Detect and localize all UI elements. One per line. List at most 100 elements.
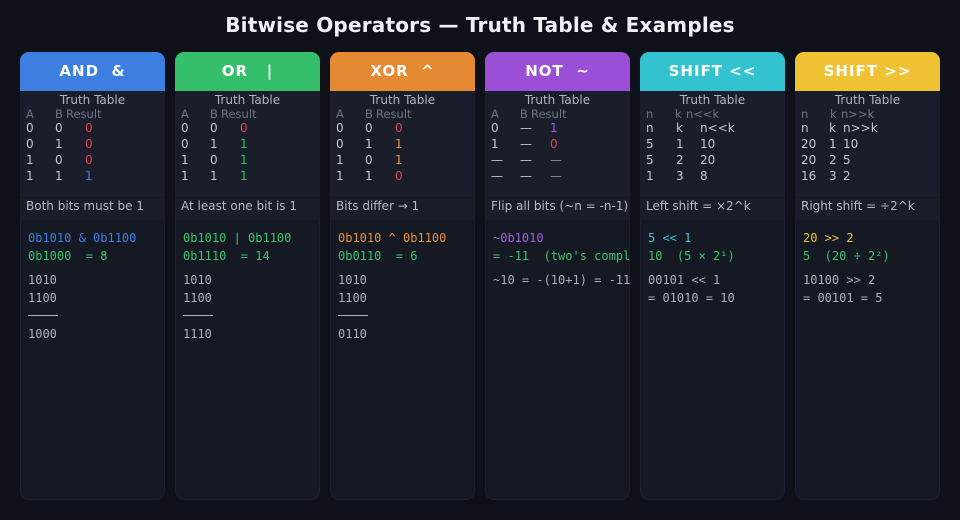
example-result: 5 (20 ÷ 2²) — [803, 249, 890, 263]
example-block: 0b1010 & 0b1100 0b1000 = 8 1010 1100 1000 — [20, 220, 165, 343]
truth-table-title: Truth Table — [679, 93, 746, 107]
column-header: A — [491, 107, 499, 121]
truth-table-row: 0 0 0 — [336, 120, 469, 136]
example-expression: 0b1010 & 0b1100 — [28, 231, 137, 245]
input-cell: — — [491, 169, 503, 183]
input-cell: 1 — [210, 137, 218, 151]
truth-table: Truth Table A B Result 0 — 1 1 — 0 — — — — — — — [485, 91, 630, 197]
binary-operand: 00101 << 1 — [648, 273, 721, 287]
result-cell: 2 — [843, 169, 851, 183]
truth-table: Truth Table A B Result 0 0 0 0 1 0 1 0 0 1 1 1 — [20, 91, 165, 197]
truth-table-header: n k n>>k — [801, 107, 934, 121]
operator-description: Bits differ → 1 — [330, 197, 475, 220]
result-cell: 1 — [395, 153, 403, 167]
input-cell: 1 — [336, 153, 344, 167]
column-header: Result — [531, 107, 567, 121]
result-cell: 1 — [240, 153, 248, 167]
example-expression: 20 >> 2 — [803, 231, 854, 245]
truth-table-row: 1 0 1 — [181, 152, 314, 168]
result-cell: 10 — [700, 137, 716, 151]
binary-operand: 1100 — [28, 291, 57, 305]
operator-description: At least one bit is 1 — [175, 197, 320, 220]
result-cell: 0 — [550, 137, 558, 151]
result-cell: n<<k — [700, 121, 735, 135]
input-cell: 20 — [801, 137, 817, 151]
input-cell: 1 — [491, 137, 499, 151]
input-cell: 1 — [55, 137, 63, 151]
example-result: = -11 (two's compl — [493, 249, 630, 263]
input-cell: 5 — [646, 153, 654, 167]
operator-panel: NOT ~ Truth Table A B Result 0 — 1 1 — 0 — — — — — — Flip… — [485, 52, 630, 500]
panel-header: SHIFT >> — [795, 52, 940, 91]
input-cell: n — [646, 121, 654, 135]
example-result: 0b1000 = 8 — [28, 249, 108, 263]
result-cell: 0 — [85, 153, 93, 167]
divider-line — [28, 315, 58, 316]
truth-table-title: Truth Table — [834, 93, 901, 107]
input-cell: k — [829, 121, 836, 135]
input-cell: k — [676, 121, 683, 135]
input-cell: 3 — [676, 169, 684, 183]
input-cell: 1 — [336, 169, 344, 183]
truth-table-row: 0 — 1 — [491, 120, 624, 136]
column-header: B — [210, 107, 218, 121]
example-block: 0b1010 ^ 0b1100 0b0110 = 6 1010 1100 0110 — [330, 220, 475, 343]
example-expression: 0b1010 ^ 0b1100 — [338, 231, 447, 245]
input-cell: 0 — [55, 121, 63, 135]
input-cell: 2 — [829, 153, 837, 167]
truth-table-title: Truth Table — [59, 93, 126, 107]
result-cell: 1 — [240, 137, 248, 151]
binary-result: 1000 — [28, 327, 57, 341]
example-block: ~0b1010 = -11 (two's compl ~10 = -(10+1) =… — [485, 220, 630, 289]
input-cell: 1 — [181, 169, 189, 183]
example-block: 5 << 1 10 (5 × 2¹) 00101 << 1 = 01010 = 10 — [640, 220, 785, 307]
input-cell: 0 — [26, 121, 34, 135]
example-result: 10 (5 × 2¹) — [648, 249, 735, 263]
column-header: A — [26, 107, 34, 121]
example-block: 0b1010 | 0b1100 0b1110 = 14 1010 1100 1110 — [175, 220, 320, 343]
example-expression: 5 << 1 — [648, 231, 692, 245]
column-header: Result — [376, 107, 412, 121]
input-cell: 16 — [801, 169, 817, 183]
operator-description: Left shift = ×2^k — [640, 197, 785, 220]
input-cell: 1 — [210, 169, 218, 183]
input-cell: 0 — [336, 137, 344, 151]
example-block: 20 >> 2 5 (20 ÷ 2²) 10100 >> 2 = 00101 = 5 — [795, 220, 940, 307]
truth-table-row: 1 1 1 — [181, 168, 314, 184]
binary-operand: 1100 — [183, 291, 212, 305]
operator-description: Flip all bits (~n = -n-1) — [485, 197, 630, 220]
result-cell: 1 — [395, 137, 403, 151]
input-cell: 0 — [181, 137, 189, 151]
truth-table-row: 0 1 1 — [181, 136, 314, 152]
operator-panel: SHIFT >> Truth Table n k n>>k n k n>>k 20 1 10 20 2 5… — [795, 52, 940, 500]
input-cell: — — [491, 153, 503, 167]
input-cell: 1 — [365, 169, 373, 183]
truth-table-title: Truth Table — [214, 93, 281, 107]
input-cell: 1 — [829, 137, 837, 151]
divider-line — [338, 315, 368, 316]
operator-panel: SHIFT << Truth Table n k n<<k n k n<<k 5 1 10 5 2 20 1… — [640, 52, 785, 500]
example-result: 0b1110 = 14 — [183, 249, 270, 263]
column-header: B — [365, 107, 373, 121]
panel-header: OR | — [175, 52, 320, 91]
column-header: k — [830, 107, 837, 121]
result-cell: n>>k — [843, 121, 878, 135]
truth-table-row: 0 0 0 — [26, 120, 159, 136]
truth-table: Truth Table A B Result 0 0 0 0 1 1 1 0 1 1 1 1 — [175, 91, 320, 197]
binary-operand: 1010 — [28, 273, 57, 287]
truth-table: Truth Table n k n>>k n k n>>k 20 1 10 20 2 5 16 3 2 — [795, 91, 940, 197]
binary-operand: 1010 — [338, 273, 367, 287]
truth-table-title: Truth Table — [369, 93, 436, 107]
input-cell: 1 — [676, 137, 684, 151]
result-cell: 0 — [240, 121, 248, 135]
column-header: k — [675, 107, 682, 121]
input-cell: 1 — [55, 169, 63, 183]
result-cell: 0 — [395, 169, 403, 183]
column-header: A — [336, 107, 344, 121]
input-cell: 1 — [365, 137, 373, 151]
input-cell: 0 — [365, 121, 373, 135]
truth-table-row: 16 3 2 — [801, 168, 934, 184]
panel-header: NOT ~ — [485, 52, 630, 91]
input-cell: 20 — [801, 153, 817, 167]
truth-table-row: 5 2 20 — [646, 152, 779, 168]
